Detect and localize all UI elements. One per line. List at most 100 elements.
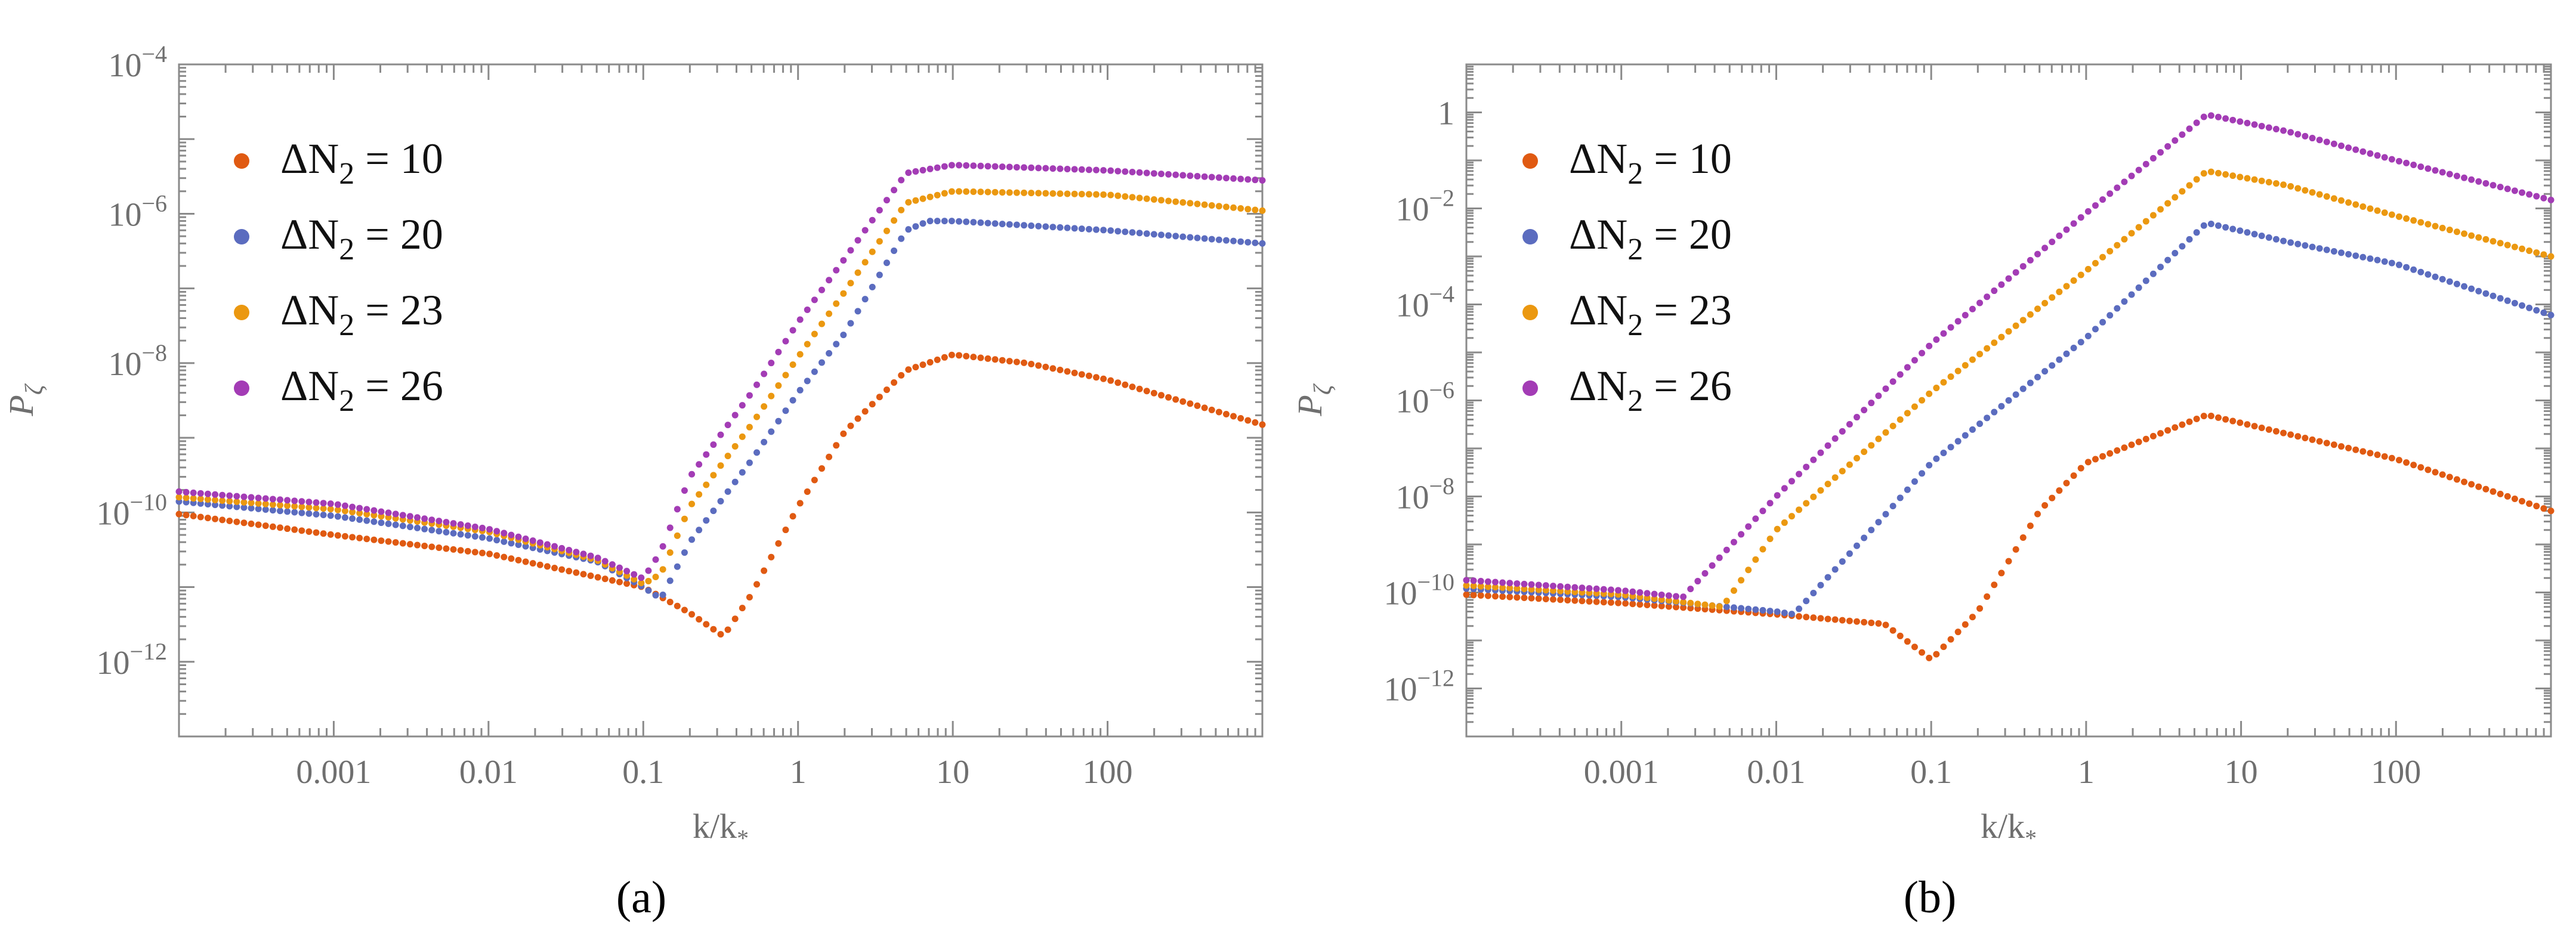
data-point	[2229, 225, 2237, 233]
data-point	[414, 514, 421, 521]
data-point	[406, 541, 413, 548]
data-point	[1035, 165, 1042, 172]
data-point	[1259, 421, 1266, 428]
y-tick-label: 10−2	[1395, 185, 1454, 228]
data-point	[1911, 643, 1918, 651]
data-point	[1230, 413, 1237, 420]
data-point	[703, 517, 710, 524]
data-point	[443, 528, 450, 535]
data-point	[2114, 184, 2121, 191]
data-point	[731, 478, 739, 485]
data-point	[2012, 546, 2019, 553]
data-point	[2395, 157, 2402, 165]
data-point	[703, 621, 710, 628]
data-point	[2179, 188, 2186, 195]
data-point	[515, 541, 522, 549]
data-point	[1035, 222, 1042, 230]
data-point	[2446, 227, 2453, 234]
data-point	[1549, 587, 1556, 594]
data-point	[1853, 454, 1860, 462]
data-point	[529, 560, 536, 567]
data-point	[1622, 600, 1629, 607]
data-point	[2056, 288, 2063, 295]
data-point	[471, 533, 478, 540]
data-point	[1049, 224, 1057, 231]
data-point	[1093, 374, 1100, 381]
data-point	[1730, 538, 1737, 546]
data-point	[724, 488, 731, 495]
data-point	[2063, 479, 2070, 487]
data-point	[2367, 450, 2374, 457]
data-point	[1172, 198, 1179, 205]
data-point	[1085, 372, 1092, 379]
data-point	[2519, 245, 2526, 252]
data-point	[2511, 495, 2518, 502]
y-axis-label: Pζ	[2, 383, 48, 416]
data-point	[1810, 456, 1817, 463]
data-point	[1521, 586, 1528, 593]
data-point	[1926, 342, 1933, 349]
data-point	[2027, 311, 2034, 318]
data-point	[2077, 465, 2084, 472]
data-point	[1122, 228, 1129, 236]
data-point	[2114, 242, 2121, 249]
data-point	[2251, 231, 2258, 238]
data-point	[1846, 461, 1853, 468]
data-point	[2135, 224, 2142, 231]
data-point	[1701, 569, 1709, 577]
data-point	[1824, 615, 1831, 623]
data-point	[2063, 350, 2070, 357]
data-point	[1969, 426, 1976, 433]
data-point	[2222, 115, 2229, 122]
data-point	[1078, 191, 1085, 198]
data-point	[1831, 566, 1839, 573]
data-point	[746, 392, 753, 399]
data-point	[638, 574, 645, 581]
data-point	[2070, 220, 2077, 227]
data-point	[1122, 168, 1129, 175]
data-point	[2164, 256, 2172, 264]
data-point	[486, 526, 493, 533]
data-point	[1013, 221, 1020, 228]
data-point	[558, 544, 566, 552]
data-point	[2005, 397, 2012, 404]
data-point	[536, 539, 543, 546]
data-point	[1521, 594, 1528, 601]
data-point	[1759, 606, 1766, 614]
data-point	[1201, 235, 1208, 242]
data-point	[2359, 448, 2367, 455]
data-point	[501, 553, 508, 561]
data-point	[1172, 233, 1179, 240]
data-point	[392, 521, 399, 528]
data-point	[696, 527, 703, 534]
data-point	[2323, 439, 2330, 447]
data-point	[1962, 432, 1969, 439]
data-point	[804, 377, 811, 385]
data-point	[1230, 237, 1237, 244]
legend-label: ΔN2 = 23	[1569, 286, 1732, 342]
data-point	[1150, 196, 1157, 203]
data-point	[2526, 500, 2533, 507]
data-point	[435, 528, 443, 535]
data-point	[1882, 429, 1889, 436]
data-point	[341, 502, 348, 509]
data-point	[1672, 593, 1679, 600]
data-point	[1672, 598, 1679, 605]
data-point	[616, 564, 623, 571]
data-point	[818, 359, 825, 366]
data-point	[2157, 264, 2164, 271]
data-point	[204, 490, 211, 497]
legend-label: ΔN2 = 20	[1569, 211, 1732, 267]
data-point	[219, 502, 226, 509]
data-point	[2489, 292, 2497, 299]
data-point	[2251, 176, 2258, 183]
data-point	[1237, 175, 1244, 182]
data-point	[2374, 207, 2381, 214]
data-point	[934, 356, 941, 363]
data-point	[2432, 469, 2439, 476]
data-point	[414, 541, 421, 549]
data-point	[2338, 143, 2345, 150]
data-point	[1557, 596, 1564, 603]
data-point	[1215, 236, 1222, 243]
data-point	[789, 361, 796, 368]
